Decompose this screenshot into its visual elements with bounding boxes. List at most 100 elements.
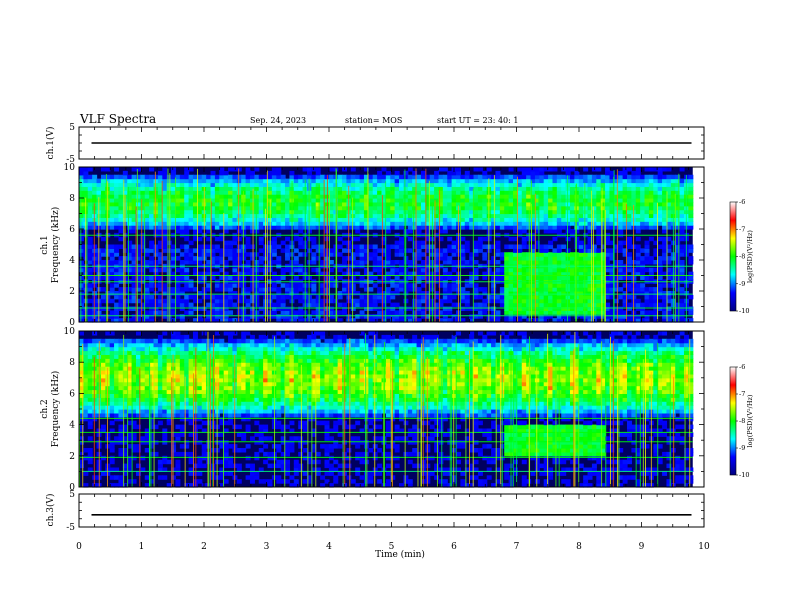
spectrogram-cell [670,194,676,199]
spectrogram-cell [390,213,396,218]
spectrogram-cell [109,377,115,383]
spectrogram-cell [166,186,172,191]
spectrogram-cell [578,209,584,215]
spectrogram-cell [79,401,84,406]
spectrogram-cell [613,225,619,230]
spectrogram-cell [280,240,286,246]
spectrogram-cell [228,283,234,288]
spectrogram-cell [464,186,470,191]
spectrogram-cell [662,318,668,323]
spectrogram-cell [670,186,676,191]
spectrogram-cell [631,174,637,180]
spectrogram-cell [412,318,418,323]
spectrogram-cell [149,205,155,211]
spectrogram-cell [276,209,282,215]
spectrogram-cell [162,244,168,249]
spectrogram-cell [175,275,181,280]
spectrogram-cell [140,318,146,323]
spectrogram-cell [434,248,440,253]
spectrogram-cell [197,275,203,280]
spectrogram-cell [249,186,255,191]
spectrogram-cell [249,217,255,222]
spectrogram-cell [179,260,185,265]
spectrogram-cell [285,244,291,249]
spectrogram-cell [83,362,89,367]
spectrogram-cell [276,213,282,218]
spectrogram-cell [210,260,216,265]
spectrogram-cell [495,244,501,249]
spectrogram-cell [162,291,168,296]
spectrogram-cell [626,283,632,288]
spectrogram-cell [377,287,383,292]
spectrogram-cell [267,174,273,180]
y-tick-label: 10 [64,163,76,173]
spectrogram-cell [127,217,133,222]
spectrogram-cell [79,405,84,410]
spectrogram-cell [79,459,84,465]
spectrogram-cell [245,186,251,191]
spectrogram-cell [114,244,120,249]
spectrogram-cell [403,178,409,184]
spectrogram-cell [372,298,378,304]
spectrogram-cell [385,275,391,280]
spectrogram-cell [596,186,602,191]
spectrogram-cell [271,260,277,265]
spectrogram-cell [109,244,115,249]
spectrogram-cell [394,174,400,180]
spectrogram-cell [591,306,597,311]
spectrogram-cell [192,194,198,199]
spectrogram-cell [342,209,348,215]
spectrogram-cell [578,186,584,191]
spectrogram-cell [495,213,501,218]
spectrogram-cell [561,178,567,184]
spectrogram-cell [254,287,260,292]
spectrogram-cell [320,260,326,265]
spectrogram-cell [249,298,255,304]
spectrogram-cell [394,221,400,226]
spectrogram-cell [412,209,418,215]
spectrogram-cell [157,217,163,222]
spectrogram-cell [491,244,497,249]
spectrogram-cell [644,248,650,253]
spectrogram-cell [192,271,198,277]
spectrogram-cell [135,275,141,280]
spectrogram-cell [390,186,396,191]
spectrogram-cell [618,178,624,184]
spectrogram-cell [688,318,694,323]
spectrogram-cell [175,248,181,253]
spectrogram-cell [618,225,624,230]
spectrogram-cell [644,256,650,261]
spectrogram-cell [223,198,229,203]
spectrogram-cell [530,170,536,176]
spectrogram-cell [223,190,229,195]
spectrogram-cell [100,377,106,383]
spectrogram-cell [219,174,225,180]
spectrogram-cell [289,178,295,184]
spectrogram-cell [596,310,602,315]
spectrogram-cell [574,213,580,218]
spectrogram-cell [425,205,431,211]
spectrogram-cell [552,318,558,323]
spectrogram-cell [363,194,369,199]
spectrogram-cell [315,194,321,199]
spectrogram-cell [201,178,207,184]
spectrogram-cell [530,244,536,249]
spectrogram-cell [460,178,466,184]
spectrogram-cell [184,170,190,176]
spectrogram-cell [285,314,291,319]
spectrogram-cell [534,291,540,296]
spectrogram-cell [591,275,597,280]
spectrogram-cell [337,310,343,315]
spectrogram-cell [508,209,514,215]
spectrogram-cell [210,318,216,323]
spectrogram-cell [473,271,479,277]
spectrogram-cell [293,283,299,288]
spectrogram-cell [320,225,326,230]
spectrogram-cell [653,167,659,172]
spectrogram-cell [570,306,575,311]
spectrogram-cell [197,244,203,249]
spectrogram-cell [328,294,334,300]
spectrogram-cell [271,170,277,176]
spectrogram-cell [653,178,659,184]
spectrogram-cell [517,186,523,191]
